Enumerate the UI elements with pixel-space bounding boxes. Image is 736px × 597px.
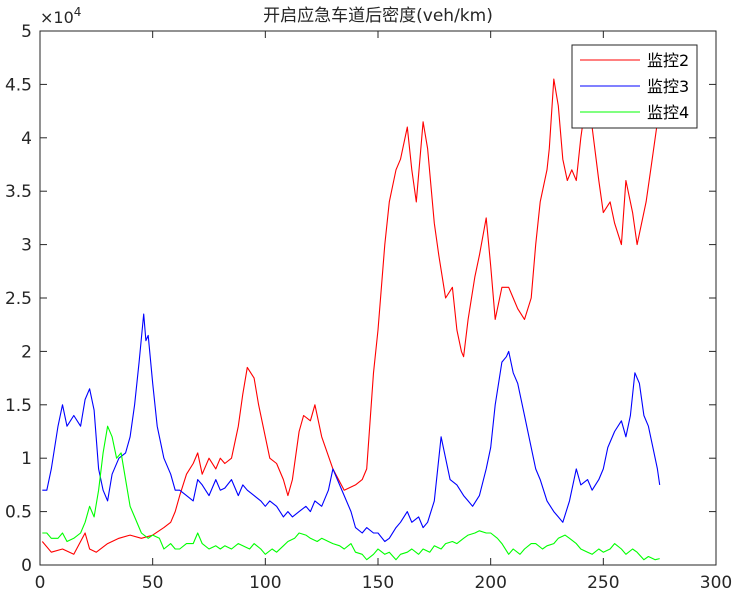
x-tick-label: 150 <box>362 573 394 593</box>
y-tick-label: 1 <box>21 449 32 469</box>
legend-label-2: 监控3 <box>647 77 689 96</box>
y-tick-label: 0 <box>21 556 32 576</box>
legend: 监控2 监控3 监控4 <box>571 44 698 129</box>
y-tick-label: 5 <box>21 22 32 42</box>
y-tick-label: 4 <box>21 129 32 149</box>
legend-label-3: 监控4 <box>647 103 689 122</box>
axes-layer: 0 50 100 150 200 250 300 0 0.5 1 1.5 2 2.5 3 3.5 4 4.5 5 <box>5 22 732 593</box>
series-line-3 <box>42 425 660 561</box>
series-line-1 <box>41 78 661 555</box>
x-tick-label: 200 <box>474 573 506 593</box>
x-tick-label: 300 <box>700 573 732 593</box>
x-tick-label: 250 <box>587 573 619 593</box>
y-tick-label: 1.5 <box>5 396 32 416</box>
y-tick-label: 3.5 <box>5 182 32 202</box>
y-tick-label: 2 <box>21 342 32 362</box>
y-tick-label: 3 <box>21 236 32 256</box>
legend-label-1: 监控2 <box>647 51 689 70</box>
y-exponent-label: ×104 <box>40 5 81 27</box>
y-tick-label: 2.5 <box>5 289 32 309</box>
y-exponent-base: ×10 <box>40 8 74 27</box>
y-tick-label: 4.5 <box>5 75 32 95</box>
x-tick-label: 0 <box>35 573 46 593</box>
x-tick-label: 50 <box>142 573 164 593</box>
x-tick-label: 100 <box>249 573 281 593</box>
series-layer <box>41 78 661 561</box>
svg-text:×104: ×104 <box>40 5 81 27</box>
y-exponent-power: 4 <box>74 5 82 19</box>
y-tick-label: 0.5 <box>5 503 32 523</box>
series-line-2 <box>42 313 661 543</box>
chart-title: 开启应急车道后密度(veh/km) <box>263 6 493 26</box>
